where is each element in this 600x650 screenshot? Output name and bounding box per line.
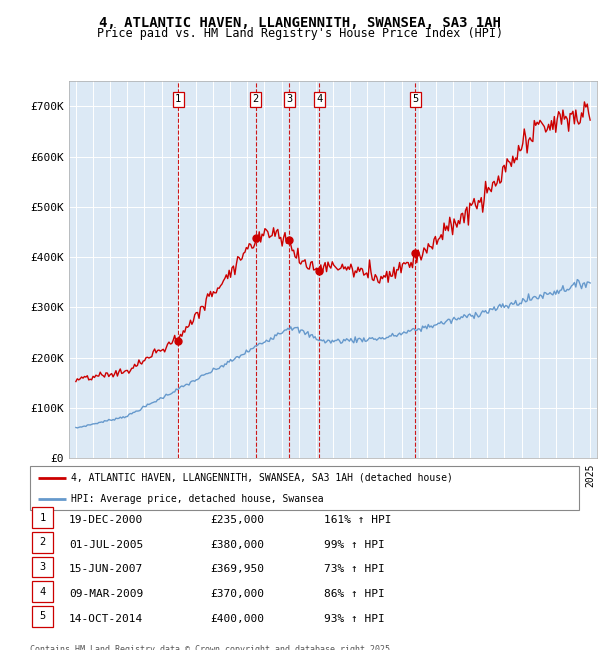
Text: 5: 5 [39, 612, 46, 621]
Text: 3: 3 [286, 94, 293, 105]
Text: £370,000: £370,000 [210, 589, 264, 599]
Text: Price paid vs. HM Land Registry's House Price Index (HPI): Price paid vs. HM Land Registry's House … [97, 27, 503, 40]
Text: 4, ATLANTIC HAVEN, LLANGENNITH, SWANSEA, SA3 1AH: 4, ATLANTIC HAVEN, LLANGENNITH, SWANSEA,… [99, 16, 501, 31]
FancyBboxPatch shape [32, 532, 53, 552]
Text: 93% ↑ HPI: 93% ↑ HPI [324, 614, 385, 624]
Text: 01-JUL-2005: 01-JUL-2005 [69, 540, 143, 550]
Text: Contains HM Land Registry data © Crown copyright and database right 2025.
This d: Contains HM Land Registry data © Crown c… [30, 645, 395, 650]
Text: 161% ↑ HPI: 161% ↑ HPI [324, 515, 392, 525]
Text: HPI: Average price, detached house, Swansea: HPI: Average price, detached house, Swan… [71, 494, 324, 504]
Text: 73% ↑ HPI: 73% ↑ HPI [324, 564, 385, 575]
Text: £380,000: £380,000 [210, 540, 264, 550]
Text: 3: 3 [39, 562, 46, 572]
Text: 1: 1 [39, 513, 46, 523]
Text: 09-MAR-2009: 09-MAR-2009 [69, 589, 143, 599]
Text: 19-DEC-2000: 19-DEC-2000 [69, 515, 143, 525]
Text: 4: 4 [39, 587, 46, 597]
FancyBboxPatch shape [30, 466, 579, 510]
Text: 14-OCT-2014: 14-OCT-2014 [69, 614, 143, 624]
Text: 1: 1 [175, 94, 181, 105]
Text: 5: 5 [412, 94, 418, 105]
Text: 2: 2 [253, 94, 259, 105]
Text: 15-JUN-2007: 15-JUN-2007 [69, 564, 143, 575]
Text: £369,950: £369,950 [210, 564, 264, 575]
Text: £235,000: £235,000 [210, 515, 264, 525]
FancyBboxPatch shape [32, 556, 53, 577]
Text: 4, ATLANTIC HAVEN, LLANGENNITH, SWANSEA, SA3 1AH (detached house): 4, ATLANTIC HAVEN, LLANGENNITH, SWANSEA,… [71, 473, 453, 483]
Text: 4: 4 [316, 94, 322, 105]
Text: £400,000: £400,000 [210, 614, 264, 624]
FancyBboxPatch shape [32, 606, 53, 627]
FancyBboxPatch shape [32, 507, 53, 528]
Text: 99% ↑ HPI: 99% ↑ HPI [324, 540, 385, 550]
Text: 86% ↑ HPI: 86% ↑ HPI [324, 589, 385, 599]
FancyBboxPatch shape [32, 581, 53, 602]
Text: 2: 2 [39, 538, 46, 547]
